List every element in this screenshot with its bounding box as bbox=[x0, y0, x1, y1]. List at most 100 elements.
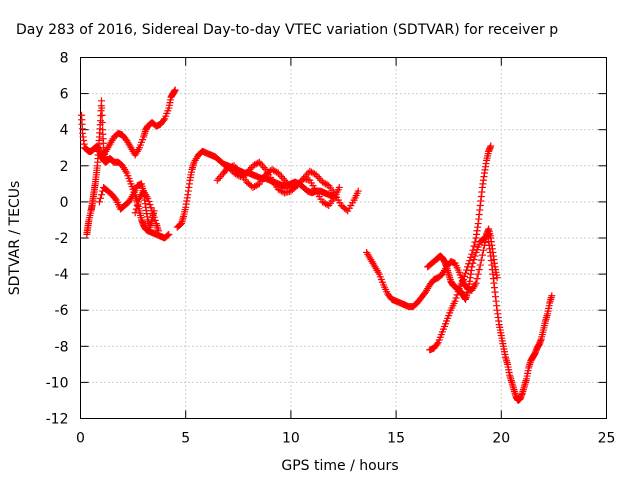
y-tick-label: -2 bbox=[55, 231, 69, 247]
data-point bbox=[213, 176, 221, 184]
grid bbox=[80, 57, 607, 419]
data-point bbox=[354, 187, 362, 195]
data-point bbox=[154, 227, 162, 235]
data-point bbox=[292, 183, 300, 191]
data-point bbox=[98, 191, 106, 199]
y-tick-label: -10 bbox=[46, 375, 69, 391]
y-tick-label: 4 bbox=[60, 123, 69, 139]
data-point bbox=[476, 261, 484, 269]
data-point bbox=[216, 173, 224, 181]
data-series bbox=[83, 97, 110, 238]
x-tick-label: 0 bbox=[76, 431, 85, 447]
data-point bbox=[342, 206, 350, 214]
data-point bbox=[102, 156, 110, 164]
data-series bbox=[95, 180, 158, 231]
data-point bbox=[145, 197, 153, 205]
data-point bbox=[467, 253, 475, 261]
data-point bbox=[98, 104, 106, 112]
data-point bbox=[98, 97, 106, 105]
y-tick-label: 8 bbox=[60, 51, 69, 67]
data-point bbox=[132, 205, 140, 213]
y-tick-label: -8 bbox=[55, 339, 69, 355]
data-point bbox=[95, 198, 103, 206]
data-point bbox=[464, 263, 472, 271]
data-series bbox=[78, 111, 173, 242]
data-point bbox=[493, 274, 501, 282]
data-point bbox=[279, 174, 287, 182]
data-point bbox=[463, 266, 471, 274]
data-point bbox=[335, 183, 343, 191]
data-point bbox=[460, 272, 468, 280]
data-point bbox=[277, 173, 285, 181]
data-point bbox=[454, 288, 462, 296]
data-series bbox=[224, 158, 343, 210]
data-point bbox=[470, 242, 478, 250]
data-point bbox=[473, 275, 481, 283]
data-point bbox=[471, 238, 479, 246]
y-tick-label: -6 bbox=[55, 303, 69, 319]
data-point bbox=[144, 194, 152, 202]
data-point bbox=[149, 210, 157, 218]
data-point bbox=[453, 291, 461, 299]
data-point bbox=[451, 297, 459, 305]
data-point bbox=[252, 182, 260, 190]
data-point bbox=[459, 276, 467, 284]
x-tick-label: 25 bbox=[598, 431, 616, 447]
data-point bbox=[462, 269, 470, 277]
data-point bbox=[479, 246, 487, 254]
x-tick-label: 10 bbox=[282, 431, 300, 447]
data-point bbox=[465, 260, 473, 268]
data-point bbox=[469, 246, 477, 254]
data-point bbox=[466, 257, 474, 265]
data-point bbox=[487, 142, 495, 150]
data-point bbox=[215, 174, 223, 182]
data-series bbox=[485, 238, 556, 404]
data-point bbox=[165, 230, 173, 238]
data-point bbox=[475, 266, 483, 274]
data-point bbox=[433, 340, 441, 348]
data-point bbox=[323, 181, 331, 189]
x-tick-label: 5 bbox=[181, 431, 190, 447]
chart-title: Day 283 of 2016, Sidereal Day-to-day VTE… bbox=[16, 22, 558, 38]
data-point bbox=[111, 195, 119, 203]
data-point bbox=[146, 201, 154, 209]
data-point bbox=[98, 118, 106, 126]
data-point bbox=[485, 230, 493, 238]
data-point bbox=[323, 201, 331, 209]
data-point bbox=[322, 180, 330, 188]
data-point bbox=[147, 204, 155, 212]
data-point bbox=[468, 250, 476, 258]
x-tick-label: 15 bbox=[387, 431, 405, 447]
y-tick-labels: -12 -10 -8 -6 -4 -2 0 2 4 6 8 bbox=[46, 51, 69, 428]
data-series bbox=[131, 187, 162, 235]
data-point bbox=[164, 231, 172, 239]
data-point bbox=[150, 213, 158, 221]
y-axis-label: SDTVAR / TECUs bbox=[7, 181, 23, 296]
x-tick-label: 20 bbox=[492, 431, 510, 447]
data-point bbox=[472, 279, 480, 287]
y-tick-label: 6 bbox=[60, 87, 69, 103]
ticks bbox=[80, 57, 607, 419]
data-point bbox=[151, 216, 159, 224]
data-point bbox=[160, 116, 168, 124]
y-tick-label: -12 bbox=[46, 412, 69, 428]
data-point bbox=[131, 209, 139, 217]
data-point bbox=[260, 164, 268, 172]
data-points bbox=[78, 86, 556, 404]
data-series bbox=[98, 86, 179, 163]
data-point bbox=[315, 174, 323, 182]
data-point bbox=[257, 160, 265, 168]
data-point bbox=[96, 194, 104, 202]
data-point bbox=[474, 270, 482, 278]
y-tick-label: -4 bbox=[55, 267, 69, 283]
data-point bbox=[148, 207, 156, 215]
data-point bbox=[171, 86, 179, 94]
data-point bbox=[477, 256, 485, 264]
data-series bbox=[426, 142, 495, 354]
data-point bbox=[309, 169, 317, 177]
data-point bbox=[254, 181, 262, 189]
data-point bbox=[254, 159, 262, 167]
data-point bbox=[484, 231, 492, 239]
y-tick-label: 0 bbox=[60, 195, 69, 211]
